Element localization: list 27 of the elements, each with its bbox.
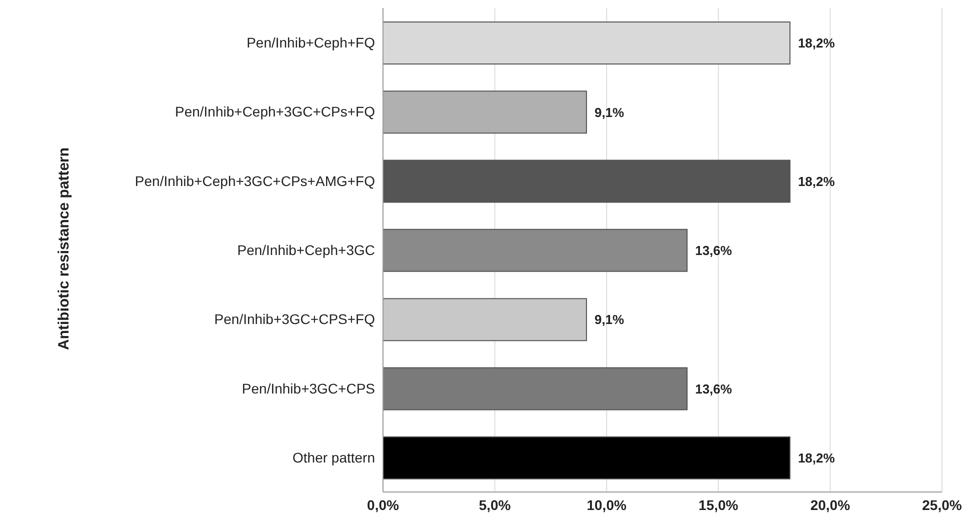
y-tick-label: Pen/Inhib+Ceph+3GC (237, 242, 375, 258)
x-tick-label: 0,0% (367, 496, 400, 513)
bar (383, 298, 587, 342)
x-tick-label: 10,0% (586, 496, 627, 513)
data-label: 13,6% (695, 243, 732, 258)
data-label: 13,6% (695, 381, 732, 396)
bar (383, 228, 688, 272)
x-tick-label: 15,0% (698, 496, 739, 513)
y-tick-label: Pen/Inhib+3GC+CPS+FQ (214, 311, 376, 328)
y-tick-label: Other pattern (292, 449, 375, 466)
data-label: 18,2% (798, 174, 836, 189)
x-tick-label: 25,0% (922, 496, 962, 513)
bar (383, 436, 790, 480)
data-label: 9,1% (594, 312, 625, 328)
y-tick-label: Pen/Inhib+3GC+CPS (242, 380, 375, 396)
bar (383, 367, 688, 410)
data-label: 18,2% (798, 450, 836, 466)
bar (383, 90, 587, 134)
y-axis-title: Antibiotic resistance pattern (55, 147, 72, 350)
x-tick-label: 20,0% (810, 496, 851, 513)
y-tick-label: Pen/Inhib+Ceph+3GC+CPs+FQ (174, 104, 376, 120)
bar (383, 160, 790, 203)
y-tick-label: Pen/Inhib+Ceph+3GC+CPs+AMG+FQ (134, 172, 376, 189)
data-label: 9,1% (594, 104, 625, 120)
y-tick-label: Pen/Inhib+Ceph+FQ (246, 34, 376, 51)
x-tick-label: 5,0% (478, 496, 512, 513)
data-label: 18,2% (798, 36, 836, 51)
